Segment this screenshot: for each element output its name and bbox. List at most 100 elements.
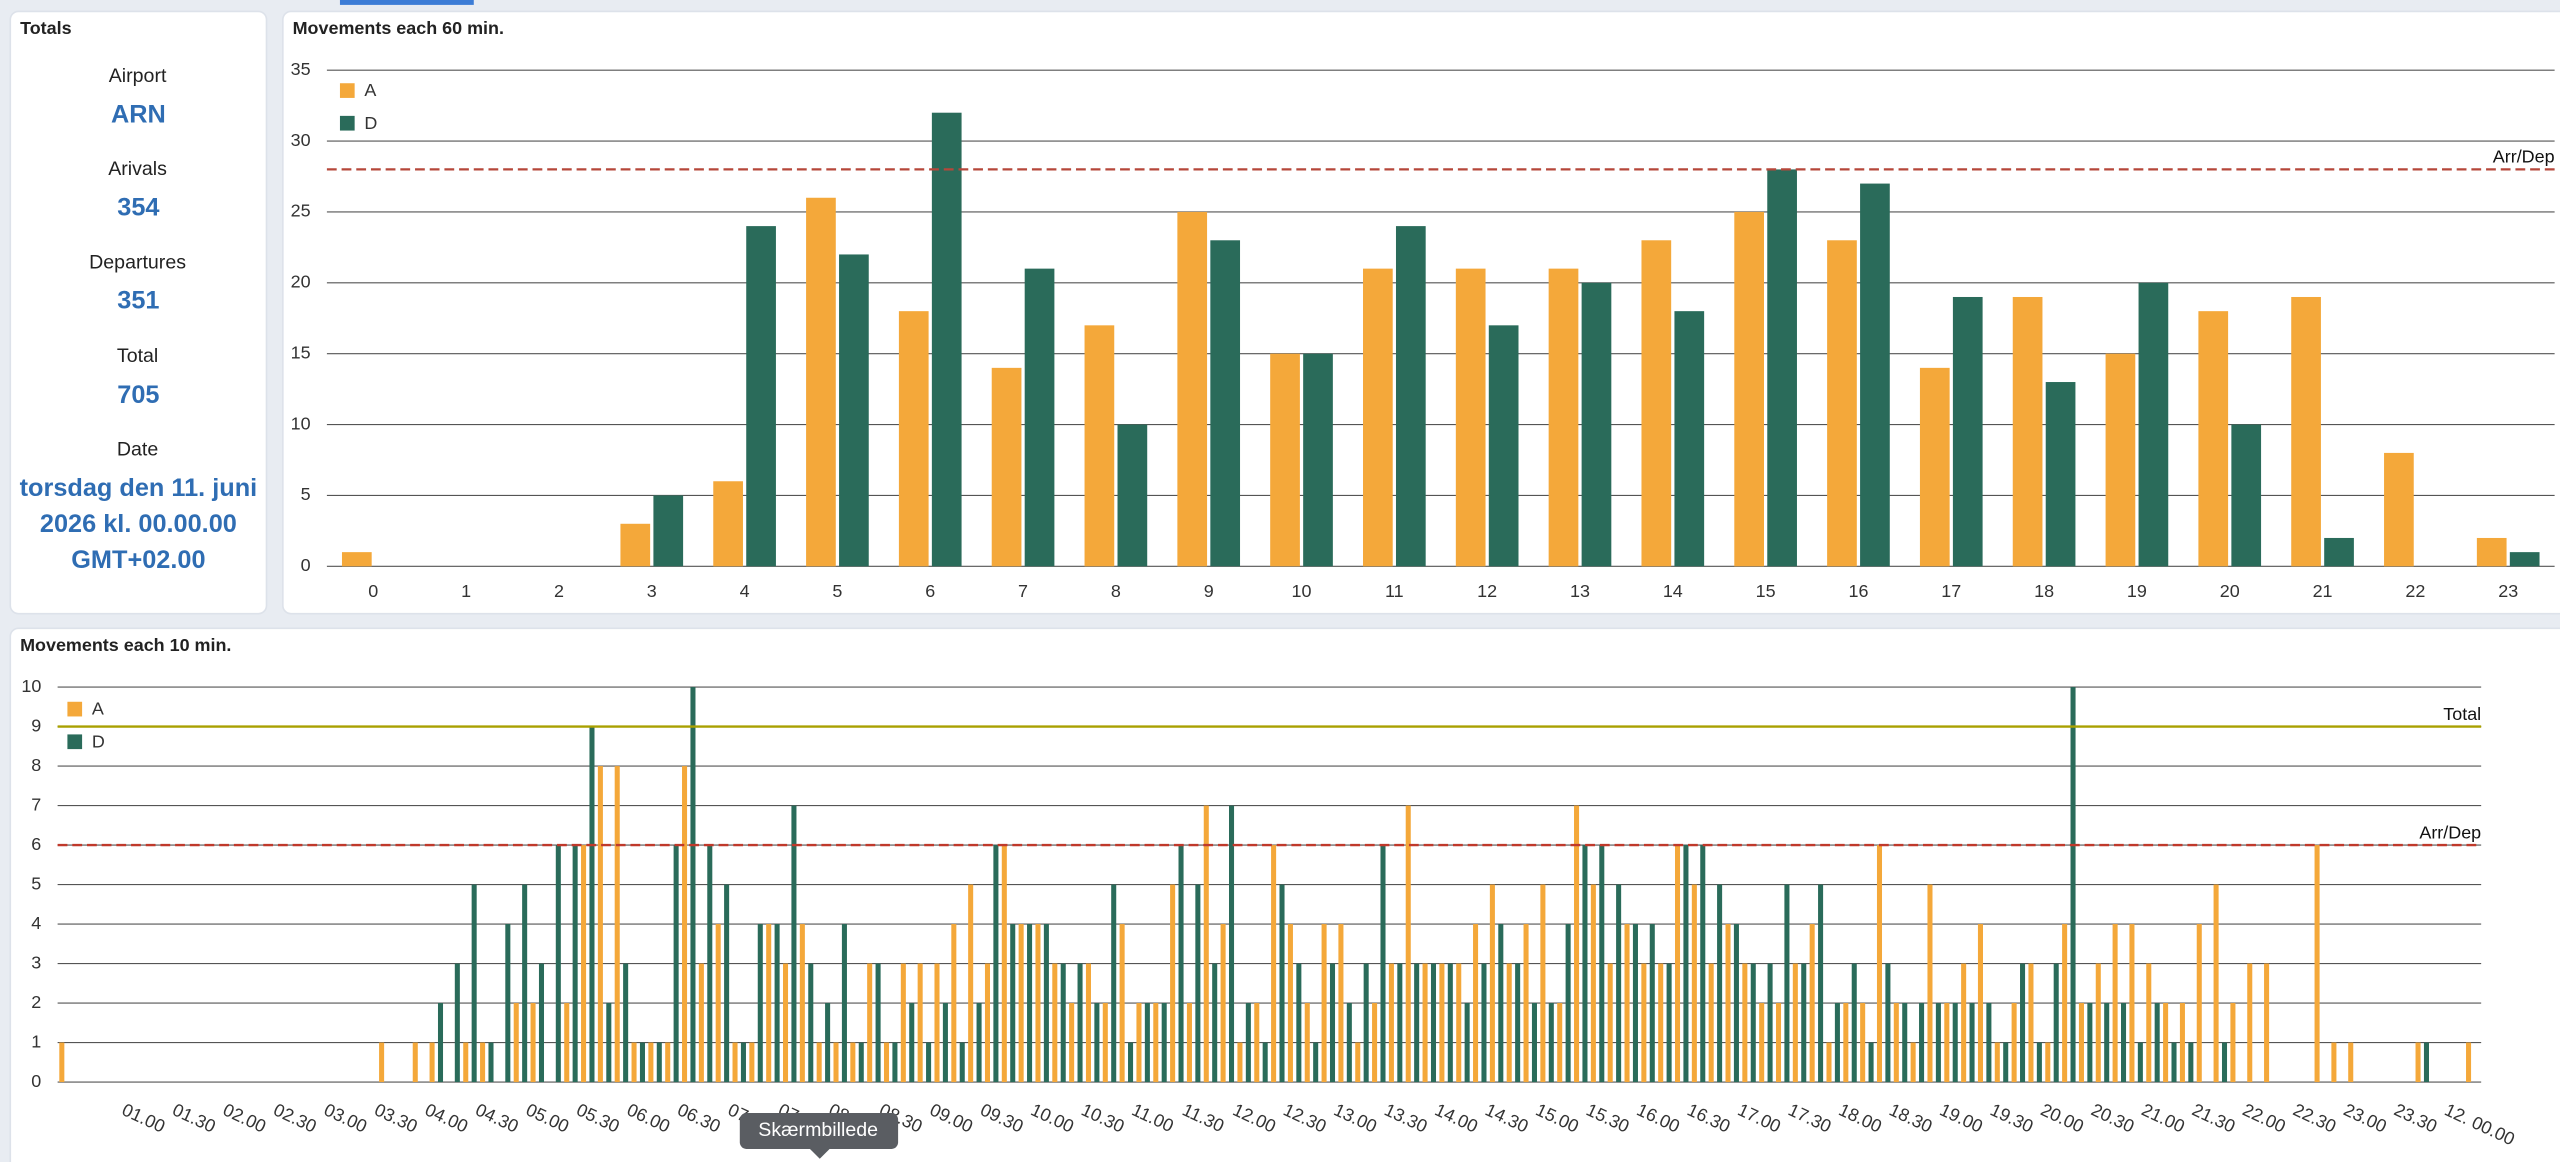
bar xyxy=(799,924,805,1083)
bar xyxy=(1422,963,1428,1083)
bar xyxy=(1952,296,1983,567)
y-tick-label: 10 xyxy=(21,676,41,696)
bar xyxy=(454,963,460,1083)
bar xyxy=(2230,1003,2236,1083)
totals-value-box: ARN xyxy=(111,101,166,129)
bar xyxy=(1220,924,1226,1083)
bar xyxy=(1708,963,1714,1083)
x-tick-label: 10 xyxy=(1292,581,1312,601)
bar xyxy=(746,226,776,567)
bar xyxy=(648,1042,654,1083)
bar xyxy=(614,766,620,1083)
bar xyxy=(926,1042,932,1083)
bar xyxy=(850,1042,856,1083)
bar xyxy=(1548,1003,1554,1083)
bar xyxy=(1178,845,1184,1083)
totals-value-box: torsdag den 11. juni 2026 kl. 00.00.00 G… xyxy=(20,475,258,575)
y-tick-label: 3 xyxy=(31,952,41,972)
bar xyxy=(782,963,789,1083)
bar xyxy=(839,254,869,567)
reference-label: Arr/Dep xyxy=(2419,822,2481,842)
totals-label: Departures xyxy=(89,252,186,274)
x-tick-label: 21 xyxy=(2313,581,2333,601)
y-tick-label: 5 xyxy=(301,484,311,504)
bar xyxy=(341,552,372,567)
bar xyxy=(1860,1003,1866,1083)
bar xyxy=(1649,924,1655,1083)
bar xyxy=(1144,1003,1150,1083)
bar xyxy=(1473,924,1479,1083)
bar xyxy=(993,845,999,1083)
bar xyxy=(898,311,929,567)
tooltip-box xyxy=(739,1113,899,1149)
bar xyxy=(1691,884,1697,1083)
bar xyxy=(825,1003,831,1083)
bar xyxy=(1548,268,1579,567)
x-tick-label: 5 xyxy=(832,581,842,601)
y-tick-label: 5 xyxy=(31,873,41,893)
bar xyxy=(1919,367,1950,567)
legend-label: A xyxy=(92,699,104,719)
bar xyxy=(1405,805,1411,1083)
bar xyxy=(1177,211,1208,567)
bar xyxy=(1296,963,1302,1083)
bar xyxy=(2384,452,2414,567)
bar xyxy=(665,1042,671,1083)
x-tick-label: 4 xyxy=(740,581,750,601)
bar xyxy=(713,481,743,567)
bar xyxy=(1489,884,1495,1083)
bar xyxy=(2196,924,2202,1083)
bar xyxy=(1128,1042,1134,1083)
bar xyxy=(1464,1003,1470,1083)
bar xyxy=(1582,845,1588,1083)
bar xyxy=(1674,311,1705,567)
x-tick-label: 9 xyxy=(1204,581,1214,601)
bar xyxy=(555,845,561,1083)
bar xyxy=(698,963,704,1083)
x-tick-label: 20 xyxy=(2220,581,2240,601)
bar xyxy=(1784,884,1790,1083)
bar xyxy=(749,1042,755,1083)
bar xyxy=(1607,963,1613,1083)
bar xyxy=(1986,1003,1992,1083)
bar xyxy=(1961,963,1967,1083)
bar xyxy=(1262,1042,1268,1083)
bar xyxy=(2291,296,2321,567)
bar xyxy=(1700,845,1706,1083)
bar xyxy=(505,924,511,1083)
bar xyxy=(1363,963,1369,1083)
tooltip-arrow xyxy=(809,1148,830,1159)
bar xyxy=(1515,963,1521,1083)
bar xyxy=(1919,1003,1925,1083)
totals-value: 705 xyxy=(117,381,160,409)
bar xyxy=(1809,924,1815,1083)
y-tick-label: 0 xyxy=(31,1071,41,1091)
bar xyxy=(2095,963,2101,1083)
bar xyxy=(791,805,797,1083)
bar xyxy=(1767,169,1797,567)
bar xyxy=(1876,845,1883,1083)
bar xyxy=(1994,1042,2000,1083)
bar xyxy=(1117,424,1148,567)
x-tick-label: 16 xyxy=(1848,581,1868,601)
bar xyxy=(841,924,847,1083)
chart-title: Movements each 10 min. xyxy=(20,635,231,655)
bar xyxy=(1488,325,1519,567)
bar xyxy=(2423,1042,2429,1083)
bar xyxy=(1851,963,1857,1083)
bar xyxy=(1060,963,1066,1083)
bar xyxy=(1734,211,1764,567)
active-tab-indicator xyxy=(339,0,474,5)
bar xyxy=(1119,924,1125,1083)
bar xyxy=(875,963,881,1083)
bar xyxy=(572,845,578,1083)
bar xyxy=(1237,1042,1243,1083)
y-tick-label: 7 xyxy=(31,794,41,814)
bar xyxy=(2163,1003,2169,1083)
bar xyxy=(1043,924,1049,1083)
bar xyxy=(2415,1042,2421,1083)
bar xyxy=(2137,1042,2143,1083)
bar xyxy=(463,1042,469,1083)
bar xyxy=(581,845,587,1083)
bar xyxy=(1102,1003,1108,1083)
